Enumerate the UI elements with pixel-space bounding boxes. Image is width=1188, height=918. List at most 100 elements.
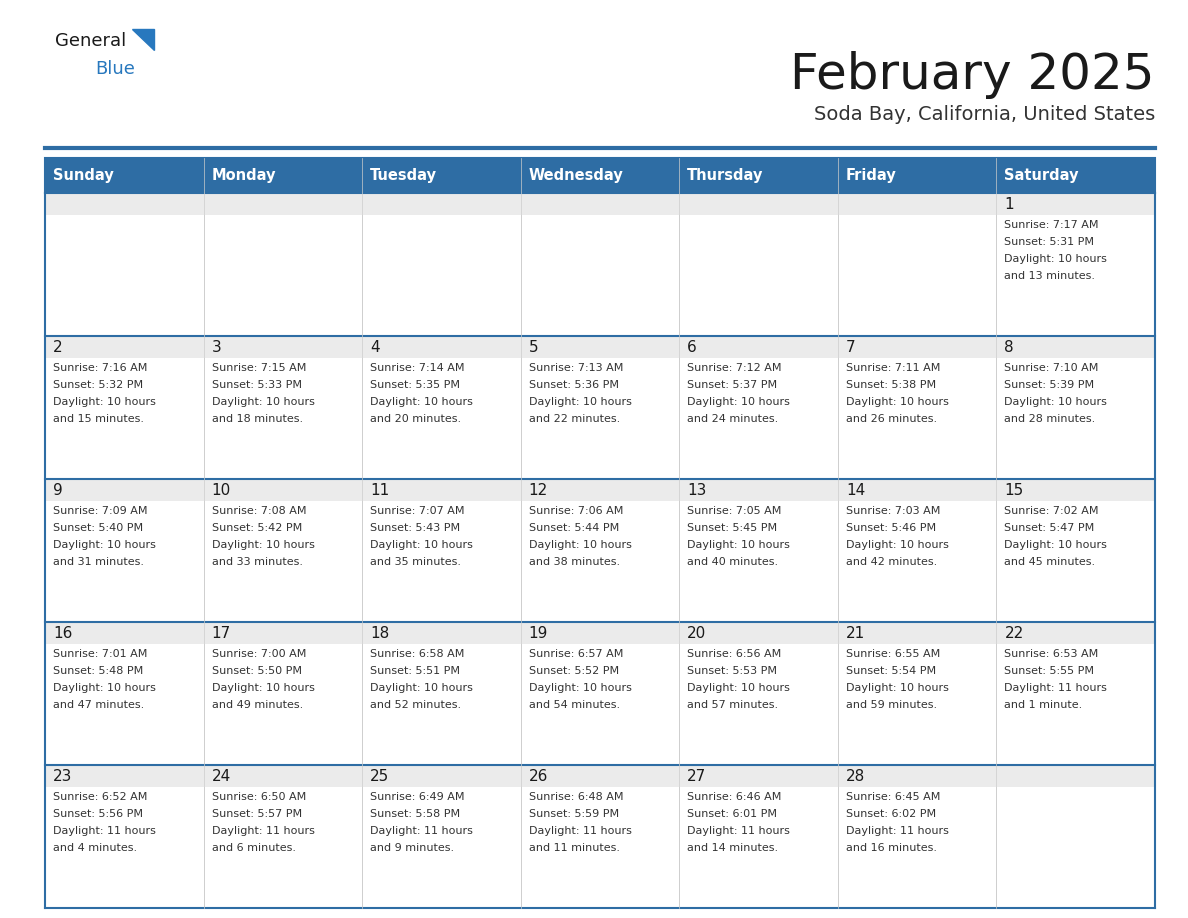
Text: Sunset: 5:37 PM: Sunset: 5:37 PM xyxy=(688,380,777,390)
Text: Wednesday: Wednesday xyxy=(529,168,624,183)
Text: Sunset: 5:38 PM: Sunset: 5:38 PM xyxy=(846,380,936,390)
Text: Sunrise: 7:17 AM: Sunrise: 7:17 AM xyxy=(1004,220,1099,230)
Bar xyxy=(520,193,680,336)
Text: 9: 9 xyxy=(53,483,63,498)
Text: 21: 21 xyxy=(846,626,865,641)
Text: Daylight: 10 hours: Daylight: 10 hours xyxy=(846,540,949,550)
Text: Sunset: 5:47 PM: Sunset: 5:47 PM xyxy=(1004,523,1094,533)
Text: Sunrise: 7:13 AM: Sunrise: 7:13 AM xyxy=(529,363,623,373)
Bar xyxy=(45,765,203,787)
Text: Daylight: 10 hours: Daylight: 10 hours xyxy=(1004,254,1107,264)
Bar xyxy=(362,479,520,622)
Text: 16: 16 xyxy=(53,626,72,641)
Text: Sunrise: 6:45 AM: Sunrise: 6:45 AM xyxy=(846,792,940,802)
Bar xyxy=(997,193,1155,336)
Bar xyxy=(997,765,1155,787)
Bar xyxy=(520,158,680,193)
Text: Sunset: 5:51 PM: Sunset: 5:51 PM xyxy=(371,666,460,676)
Text: Sunrise: 6:56 AM: Sunrise: 6:56 AM xyxy=(688,649,782,659)
Text: Sunset: 5:31 PM: Sunset: 5:31 PM xyxy=(1004,237,1094,247)
Bar xyxy=(45,479,203,501)
Bar xyxy=(520,479,680,622)
Text: Daylight: 10 hours: Daylight: 10 hours xyxy=(1004,540,1107,550)
Text: Daylight: 10 hours: Daylight: 10 hours xyxy=(371,397,473,407)
Text: Sunset: 5:46 PM: Sunset: 5:46 PM xyxy=(846,523,936,533)
Bar xyxy=(680,479,838,622)
Text: Daylight: 10 hours: Daylight: 10 hours xyxy=(53,397,156,407)
Text: 12: 12 xyxy=(529,483,548,498)
Text: and 28 minutes.: and 28 minutes. xyxy=(1004,414,1095,424)
Bar xyxy=(362,336,520,479)
Text: 20: 20 xyxy=(688,626,707,641)
Text: and 24 minutes.: and 24 minutes. xyxy=(688,414,778,424)
Bar xyxy=(362,193,520,336)
Text: Sunrise: 7:03 AM: Sunrise: 7:03 AM xyxy=(846,506,940,516)
Text: Sunrise: 7:14 AM: Sunrise: 7:14 AM xyxy=(371,363,465,373)
Bar xyxy=(45,336,203,479)
Bar xyxy=(362,336,520,358)
Text: Sunset: 5:39 PM: Sunset: 5:39 PM xyxy=(1004,380,1094,390)
Bar xyxy=(362,479,520,501)
Bar xyxy=(680,158,838,193)
Bar xyxy=(520,622,680,765)
Text: Sunset: 5:33 PM: Sunset: 5:33 PM xyxy=(211,380,302,390)
Text: General: General xyxy=(55,32,126,50)
Text: and 20 minutes.: and 20 minutes. xyxy=(371,414,461,424)
Bar xyxy=(997,765,1155,908)
Text: Sunrise: 7:02 AM: Sunrise: 7:02 AM xyxy=(1004,506,1099,516)
Bar xyxy=(45,193,203,215)
Text: and 26 minutes.: and 26 minutes. xyxy=(846,414,937,424)
Text: 23: 23 xyxy=(53,769,72,784)
Text: Sunset: 5:52 PM: Sunset: 5:52 PM xyxy=(529,666,619,676)
Text: Sunset: 5:55 PM: Sunset: 5:55 PM xyxy=(1004,666,1094,676)
Text: Sunday: Sunday xyxy=(53,168,114,183)
Text: Sunrise: 7:12 AM: Sunrise: 7:12 AM xyxy=(688,363,782,373)
Text: 1: 1 xyxy=(1004,197,1015,212)
Bar xyxy=(997,336,1155,358)
Bar xyxy=(45,193,203,336)
Bar xyxy=(203,336,362,358)
Text: Daylight: 10 hours: Daylight: 10 hours xyxy=(53,540,156,550)
Text: Daylight: 10 hours: Daylight: 10 hours xyxy=(688,683,790,693)
Text: 25: 25 xyxy=(371,769,390,784)
Text: Sunset: 5:44 PM: Sunset: 5:44 PM xyxy=(529,523,619,533)
Bar xyxy=(362,622,520,765)
Text: 24: 24 xyxy=(211,769,230,784)
Text: Sunset: 5:50 PM: Sunset: 5:50 PM xyxy=(211,666,302,676)
Text: Sunrise: 6:46 AM: Sunrise: 6:46 AM xyxy=(688,792,782,802)
Bar xyxy=(838,158,997,193)
Bar xyxy=(838,336,997,358)
Text: Sunrise: 6:58 AM: Sunrise: 6:58 AM xyxy=(371,649,465,659)
Text: and 47 minutes.: and 47 minutes. xyxy=(53,700,144,710)
Bar xyxy=(45,765,203,908)
Text: Daylight: 10 hours: Daylight: 10 hours xyxy=(846,683,949,693)
Text: 7: 7 xyxy=(846,340,855,355)
Bar xyxy=(203,765,362,787)
Text: Daylight: 11 hours: Daylight: 11 hours xyxy=(371,826,473,836)
Bar xyxy=(838,193,997,336)
Bar xyxy=(997,622,1155,765)
Text: and 35 minutes.: and 35 minutes. xyxy=(371,557,461,567)
Text: 8: 8 xyxy=(1004,340,1015,355)
Text: Saturday: Saturday xyxy=(1004,168,1079,183)
Bar xyxy=(520,765,680,787)
Bar xyxy=(362,193,520,215)
Bar xyxy=(680,193,838,336)
Text: 14: 14 xyxy=(846,483,865,498)
Text: and 40 minutes.: and 40 minutes. xyxy=(688,557,778,567)
Text: Daylight: 10 hours: Daylight: 10 hours xyxy=(846,397,949,407)
Text: Daylight: 10 hours: Daylight: 10 hours xyxy=(371,540,473,550)
Text: 26: 26 xyxy=(529,769,548,784)
Bar xyxy=(680,622,838,644)
Text: Sunrise: 6:48 AM: Sunrise: 6:48 AM xyxy=(529,792,624,802)
Bar xyxy=(838,479,997,501)
Text: Sunset: 5:35 PM: Sunset: 5:35 PM xyxy=(371,380,460,390)
Text: and 11 minutes.: and 11 minutes. xyxy=(529,843,620,853)
Text: Daylight: 10 hours: Daylight: 10 hours xyxy=(53,683,156,693)
Text: 3: 3 xyxy=(211,340,221,355)
Text: Daylight: 10 hours: Daylight: 10 hours xyxy=(529,683,632,693)
Text: Daylight: 11 hours: Daylight: 11 hours xyxy=(846,826,949,836)
Bar xyxy=(997,336,1155,479)
Text: Daylight: 10 hours: Daylight: 10 hours xyxy=(211,397,315,407)
Text: and 18 minutes.: and 18 minutes. xyxy=(211,414,303,424)
